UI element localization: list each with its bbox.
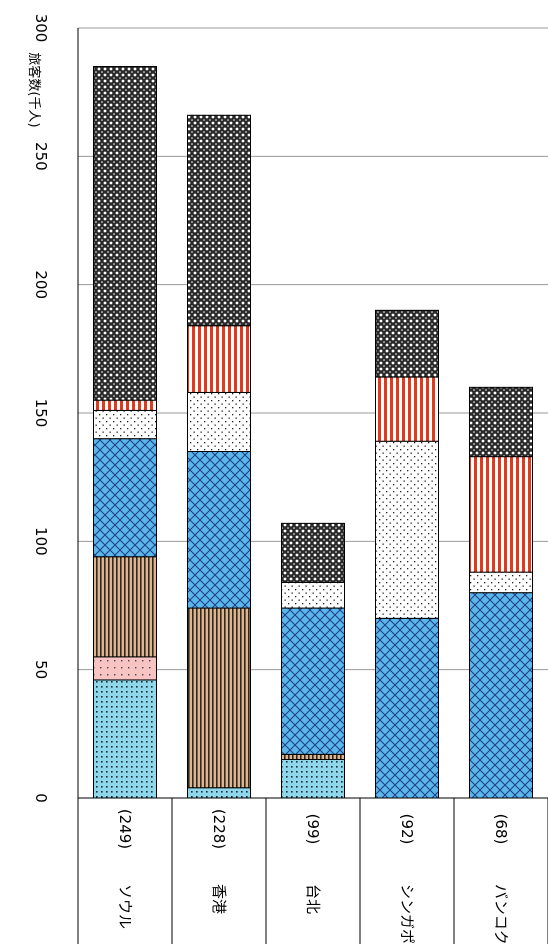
- category-table: [77, 798, 548, 944]
- category-name-label: 香港: [210, 884, 228, 914]
- bar-segment: [187, 114, 251, 327]
- bar-segment: [469, 571, 533, 594]
- category-count-label: (92): [398, 814, 416, 845]
- bar-segment: [93, 66, 157, 401]
- y-tick-label: 50: [32, 660, 50, 679]
- bar-segment: [469, 386, 533, 458]
- bar-segment: [187, 391, 251, 453]
- category-count-label: (249): [116, 809, 134, 849]
- bar-segment: [375, 440, 439, 619]
- category-count-label: (228): [210, 809, 228, 849]
- bar-segment: [375, 309, 439, 378]
- y-tick-label: 200: [32, 270, 50, 299]
- category-name-label: シンガポール: [398, 884, 416, 944]
- category-name-label: ソウル: [116, 884, 134, 929]
- y-tick-label: 100: [32, 527, 50, 556]
- bar-segment: [93, 399, 157, 411]
- category-count-label: (68): [492, 814, 510, 845]
- y-tick-labels: 0 50 100 150 200 250 300: [32, 14, 50, 803]
- bar-segment: [187, 325, 251, 393]
- bar-segment: [281, 607, 345, 755]
- bars: [93, 66, 533, 799]
- y-tick-label: 250: [32, 142, 50, 171]
- category-name-label: 台北: [304, 884, 322, 914]
- y-tick-label: 150: [32, 399, 50, 428]
- bar-segment: [281, 581, 345, 609]
- bar-segment: [375, 617, 439, 799]
- bar-segment: [375, 376, 439, 442]
- bar-segment: [187, 787, 251, 799]
- bar-segment: [187, 607, 251, 789]
- bar-segment: [469, 592, 533, 799]
- axes: [77, 28, 548, 799]
- bar-segment: [469, 456, 533, 573]
- bar-segment: [93, 556, 157, 658]
- bar-segment: [281, 522, 345, 583]
- bar-segment: [93, 656, 157, 681]
- bar-segment: [93, 679, 157, 799]
- bar-segment: [93, 438, 157, 558]
- category-labels: (249) ソウル (228) 香港 (99) 台北 (92) シンガポール (68) バンコク: [116, 809, 510, 944]
- bar-segment: [281, 759, 345, 799]
- category-count-label: (99): [304, 814, 322, 845]
- y-tick-label: 0: [32, 793, 50, 803]
- bar-segment: [187, 451, 251, 609]
- category-name-label: バンコク: [492, 884, 510, 944]
- y-tick-label: 300: [32, 14, 50, 43]
- y-axis-label: 旅客数(千人): [26, 52, 42, 127]
- bar-segment: [93, 409, 157, 440]
- bar-segment: [281, 753, 345, 760]
